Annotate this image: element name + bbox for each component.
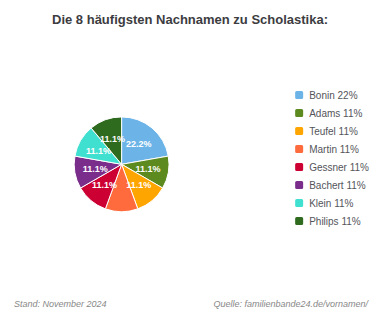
- svg-text:Stand: November 2024: Stand: November 2024: [14, 299, 107, 309]
- svg-text:Die 8 häufigsten Nachnamen zu: Die 8 häufigsten Nachnamen zu Scholastik…: [52, 12, 328, 27]
- svg-text:Martin 11%: Martin 11%: [309, 144, 359, 155]
- svg-text:Adams 11%: Adams 11%: [309, 108, 362, 119]
- svg-text:11.1%: 11.1%: [100, 134, 125, 144]
- svg-text:Bachert 11%: Bachert 11%: [309, 180, 366, 191]
- svg-text:11.1%: 11.1%: [83, 164, 108, 174]
- svg-text:Klein 11%: Klein 11%: [309, 198, 353, 209]
- svg-text:Philips 11%: Philips 11%: [309, 216, 361, 227]
- svg-text:Teufel 11%: Teufel 11%: [309, 126, 358, 137]
- svg-text:11.1%: 11.1%: [135, 164, 160, 174]
- svg-text:Bonin 22%: Bonin 22%: [309, 90, 357, 101]
- svg-text:11.1%: 11.1%: [92, 180, 117, 190]
- svg-text:Gessner 11%: Gessner 11%: [309, 162, 369, 173]
- svg-text:11.1%: 11.1%: [86, 146, 111, 156]
- svg-text:11.1%: 11.1%: [126, 180, 151, 190]
- svg-text:22.2%: 22.2%: [126, 139, 152, 149]
- svg-text:Quelle: familienbande24.de/vor: Quelle: familienbande24.de/vornamen/: [213, 299, 369, 309]
